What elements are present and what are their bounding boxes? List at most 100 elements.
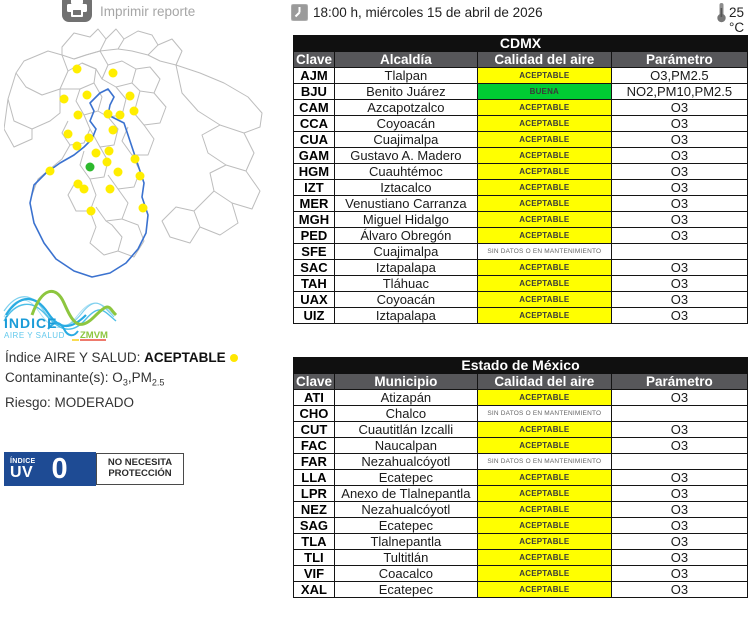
parameter-cell: O3 (610, 275, 749, 292)
station-dot (85, 162, 95, 172)
station-dot (138, 203, 148, 213)
quality-cell: ACEPTABLE (476, 485, 612, 502)
quality-cell: ACEPTABLE (476, 99, 612, 116)
station-code-cell: TAH (293, 275, 335, 292)
table-row: CAM Azcapotzalco ACEPTABLE O3 (293, 99, 749, 116)
station-code-cell: HGM (293, 163, 335, 180)
report-datetime: 18:00 h, miércoles 15 de abril de 2026 (313, 5, 543, 20)
station-dot (82, 90, 92, 100)
quality-cell: SIN DATOS O EN MANTENIMIENTO (476, 453, 612, 470)
uv-protection-box: NO NECESITA PROTECCIÓN (96, 453, 184, 485)
station-code-cell: FAC (293, 437, 335, 454)
station-dot (63, 129, 73, 139)
quality-cell: ACEPTABLE (476, 517, 612, 534)
station-name-cell: Gustavo A. Madero (333, 147, 478, 164)
station-code-cell: TLI (293, 549, 335, 566)
station-dot (79, 184, 89, 194)
station-dots (45, 64, 148, 216)
printer-icon (62, 0, 92, 22)
station-code-cell: TLA (293, 533, 335, 550)
station-dot (72, 64, 82, 74)
parameter-cell: O3 (610, 179, 749, 196)
quality-cell: ACEPTABLE (476, 195, 612, 212)
municipal-boundaries (3, 28, 263, 258)
parameter-cell: O3 (610, 549, 749, 566)
station-name-cell: Chalco (333, 405, 478, 422)
station-name-cell: Cuautitlán Izcalli (333, 421, 478, 438)
table-row: BJU Benito Juárez BUENA NO2,PM10,PM2.5 (293, 83, 749, 100)
quality-cell: ACEPTABLE (476, 131, 612, 148)
station-code-cell: SAC (293, 259, 335, 276)
parameter-cell: O3,PM2.5 (610, 67, 749, 84)
parameter-cell: O3 (610, 581, 749, 598)
table-row: UIZ Iztapalapa ACEPTABLE O3 (293, 307, 749, 324)
table-row: TLA Tlalnepantla ACEPTABLE O3 (293, 533, 749, 550)
station-code-cell: SFE (293, 243, 335, 260)
station-code-cell: NEZ (293, 501, 335, 518)
cdmx-table: CDMX Clave Alcaldía Calidad del aire Parámet… (293, 35, 749, 324)
quality-cell: ACEPTABLE (476, 259, 612, 276)
station-code-cell: UIZ (293, 307, 335, 324)
station-name-cell: Azcapotzalco (333, 99, 478, 116)
clock-icon (290, 3, 309, 26)
station-dot (103, 109, 113, 119)
parameter-cell (610, 405, 749, 422)
table-row: GAM Gustavo A. Madero ACEPTABLE O3 (293, 147, 749, 164)
table-row: FAC Naucalpan ACEPTABLE O3 (293, 437, 749, 454)
station-code-cell: CHO (293, 405, 335, 422)
station-code-cell: CUA (293, 131, 335, 148)
station-name-cell: Iztapalapa (333, 259, 478, 276)
parameter-cell: O3 (610, 163, 749, 180)
table-row: UAX Coyoacán ACEPTABLE O3 (293, 291, 749, 308)
parameter-cell: O3 (610, 131, 749, 148)
station-code-cell: LPR (293, 485, 335, 502)
index-line: Índice AIRE Y SALUD: ACEPTABLE (5, 348, 290, 368)
parameter-cell: NO2,PM10,PM2.5 (610, 83, 749, 100)
table-row: MER Venustiano Carranza ACEPTABLE O3 (293, 195, 749, 212)
print-button-label[interactable]: Imprimir reporte (100, 4, 196, 19)
station-name-cell: Naucalpan (333, 437, 478, 454)
parameter-cell: O3 (610, 517, 749, 534)
table-row: SFE Cuajimalpa SIN DATOS O EN MANTENIMIENT… (293, 243, 749, 260)
station-name-cell: Tultitlán (333, 549, 478, 566)
table-row: NEZ Nezahualcóyotl ACEPTABLE O3 (293, 501, 749, 518)
station-dot (86, 206, 96, 216)
parameter-cell: O3 (610, 115, 749, 132)
table-row: PED Álvaro Obregón ACEPTABLE O3 (293, 227, 749, 244)
quality-cell: ACEPTABLE (476, 533, 612, 550)
table-row: HGM Cuauhtémoc ACEPTABLE O3 (293, 163, 749, 180)
station-code-cell: AJM (293, 67, 335, 84)
station-name-cell: Álvaro Obregón (333, 227, 478, 244)
quality-cell: ACEPTABLE (476, 115, 612, 132)
table-row: IZT Iztacalco ACEPTABLE O3 (293, 179, 749, 196)
station-name-cell: Miguel Hidalgo (333, 211, 478, 228)
parameter-cell (610, 243, 749, 260)
logo-badge: ZMVM (80, 330, 108, 341)
station-dot (135, 171, 145, 181)
quality-cell: ACEPTABLE (476, 291, 612, 308)
risk-line: Riesgo: MODERADO (5, 393, 290, 413)
station-name-cell: Nezahualcóyotl (333, 501, 478, 518)
station-code-cell: FAR (293, 453, 335, 470)
quality-cell: ACEPTABLE (476, 437, 612, 454)
quality-cell: ACEPTABLE (476, 389, 612, 406)
uv-value: 0 (51, 452, 68, 485)
table-header-row: Clave Alcaldía Calidad del aire Parámetro (293, 51, 749, 68)
station-code-cell: LLA (293, 469, 335, 486)
parameter-cell: O3 (610, 147, 749, 164)
table-row: AJM Tlalpan ACEPTABLE O3,PM2.5 (293, 67, 749, 84)
quality-cell: ACEPTABLE (476, 227, 612, 244)
station-code-cell: VIF (293, 565, 335, 582)
quality-cell: ACEPTABLE (476, 565, 612, 582)
print-button[interactable] (62, 0, 92, 27)
station-code-cell: XAL (293, 581, 335, 598)
station-dot (73, 110, 83, 120)
column-header: Parámetro (610, 51, 749, 68)
parameter-cell: O3 (610, 469, 749, 486)
parameter-cell: O3 (610, 227, 749, 244)
table-row: CCA Coyoacán ACEPTABLE O3 (293, 115, 749, 132)
station-dot (130, 154, 140, 164)
pollutant-line: Contaminante(s): O3,PM2.5 (5, 368, 290, 393)
parameter-cell: O3 (610, 99, 749, 116)
risk-label: Riesgo: (5, 394, 55, 410)
